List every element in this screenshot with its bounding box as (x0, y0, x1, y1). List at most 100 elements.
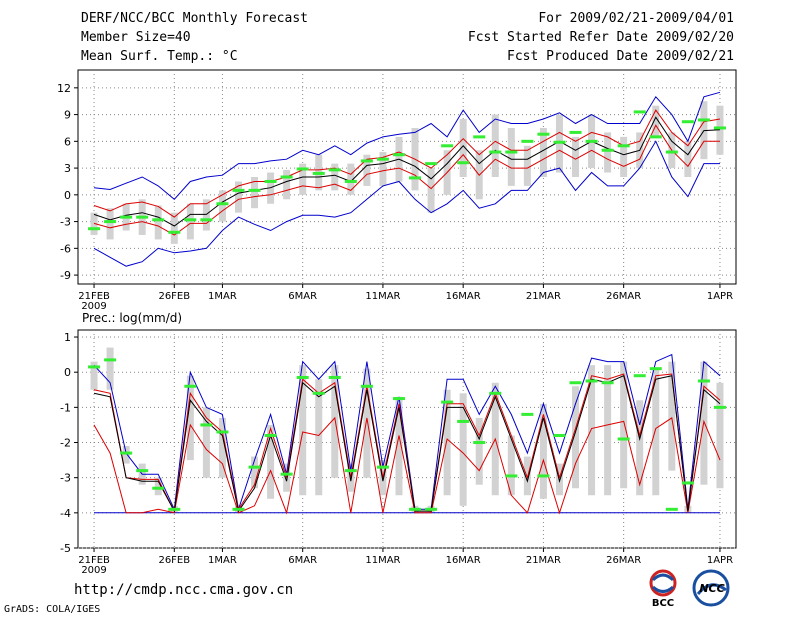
y-tick-label: -2 (60, 437, 71, 450)
median-mark (344, 179, 357, 183)
x-tick-label: 6MAR (288, 291, 317, 302)
median-mark (168, 230, 181, 234)
spread-box (572, 136, 580, 177)
median-mark (649, 367, 662, 371)
median-mark (104, 220, 117, 224)
x-tick-year-label: 2009 (81, 565, 106, 576)
precip-panel-title: Prec.: log(mm/d) (82, 311, 182, 325)
median-mark (360, 384, 373, 388)
spread-box (507, 435, 515, 496)
median-mark (585, 139, 598, 143)
y-tick-label: 0 (64, 366, 71, 379)
median-mark (392, 397, 405, 401)
median-mark (120, 215, 133, 219)
median-mark (200, 423, 213, 427)
spread-box (331, 163, 339, 191)
header-title: DERF/NCC/BCC Monthly Forecast (81, 11, 308, 26)
spread-box (604, 365, 612, 496)
spread-box (716, 382, 724, 489)
x-tick-label: 21MAR (526, 291, 561, 302)
spread-box (267, 424, 275, 499)
median-mark (681, 120, 694, 124)
series-line-max (93, 353, 721, 512)
series-line-spread-lo (93, 124, 720, 236)
x-tick-label: 1MAR (208, 555, 237, 566)
spread-box (427, 168, 435, 213)
plot-frame-temp (77, 69, 737, 285)
spread-box (443, 389, 451, 496)
spread-box (299, 163, 307, 195)
series-line-max (93, 91, 721, 200)
spread-box (491, 114, 499, 177)
spread-box (539, 403, 547, 499)
x-tick-label: 1MAR (208, 291, 237, 302)
x-tick-label: 21FEB (78, 555, 110, 566)
median-mark (553, 433, 566, 437)
y-tick-label: 3 (64, 162, 71, 175)
header-started-date: Fcst Started Refer Date 2009/02/20 (467, 30, 734, 45)
spread-box (154, 477, 162, 496)
x-tick-label: 11MAR (365, 291, 400, 302)
median-mark (328, 375, 341, 379)
median-mark (136, 469, 149, 473)
median-mark (441, 144, 454, 148)
series-line-mean (93, 116, 721, 227)
ncc-logo-text: NCC (699, 582, 724, 595)
median-mark (120, 451, 133, 455)
x-tick-label: 1APR (707, 555, 733, 566)
spread-box (684, 141, 692, 177)
median-mark (328, 168, 341, 172)
spread-box (347, 163, 355, 195)
median-mark (473, 441, 486, 445)
spread-box (106, 208, 114, 240)
median-mark (713, 405, 726, 409)
spread-box (539, 127, 547, 177)
spread-box (523, 145, 531, 186)
median-mark (457, 419, 470, 423)
median-mark (457, 161, 470, 165)
spread-box (106, 347, 114, 390)
median-mark (248, 465, 261, 469)
median-mark (697, 379, 710, 383)
median-mark (376, 157, 389, 161)
median-mark (585, 379, 598, 383)
median-mark (280, 175, 293, 179)
spread-box (170, 212, 178, 244)
spread-box (459, 119, 467, 177)
footer-credit: GrADS: COLA/IGES (4, 604, 101, 615)
x-tick-label: 6MAR (288, 555, 317, 566)
median-mark (264, 433, 277, 437)
spread-box (283, 169, 291, 200)
spread-box (572, 386, 580, 489)
spread-box (186, 203, 194, 240)
spread-box (507, 127, 515, 186)
spread-box (588, 365, 596, 496)
median-mark (505, 474, 518, 478)
spread-box (363, 154, 371, 186)
median-mark (537, 474, 550, 478)
y-tick-label: 12 (57, 82, 71, 95)
series-line-mean (93, 375, 721, 513)
x-tick-label: 26MAR (606, 291, 641, 302)
spread-box (218, 190, 226, 222)
x-tick-label: 16MAR (446, 291, 481, 302)
spread-box (202, 407, 210, 478)
spread-box (620, 136, 628, 177)
median-mark (425, 162, 438, 166)
median-mark (601, 148, 614, 152)
y-tick-label: 0 (64, 189, 71, 202)
spread-box (668, 361, 676, 471)
median-mark (200, 218, 213, 222)
spread-box (154, 205, 162, 240)
x-tick-label: 26FEB (158, 291, 190, 302)
median-mark (633, 374, 646, 378)
bcc-logo: BCC (640, 568, 686, 612)
footer-url[interactable]: http://cmdp.ncc.cma.gov.cn (74, 582, 294, 598)
x-tick-label: 21FEB (78, 291, 110, 302)
median-mark (136, 215, 149, 219)
spread-box (122, 446, 130, 464)
median-mark (409, 176, 422, 180)
x-tick-label: 26FEB (158, 555, 190, 566)
y-tick-label: -3 (60, 216, 71, 229)
